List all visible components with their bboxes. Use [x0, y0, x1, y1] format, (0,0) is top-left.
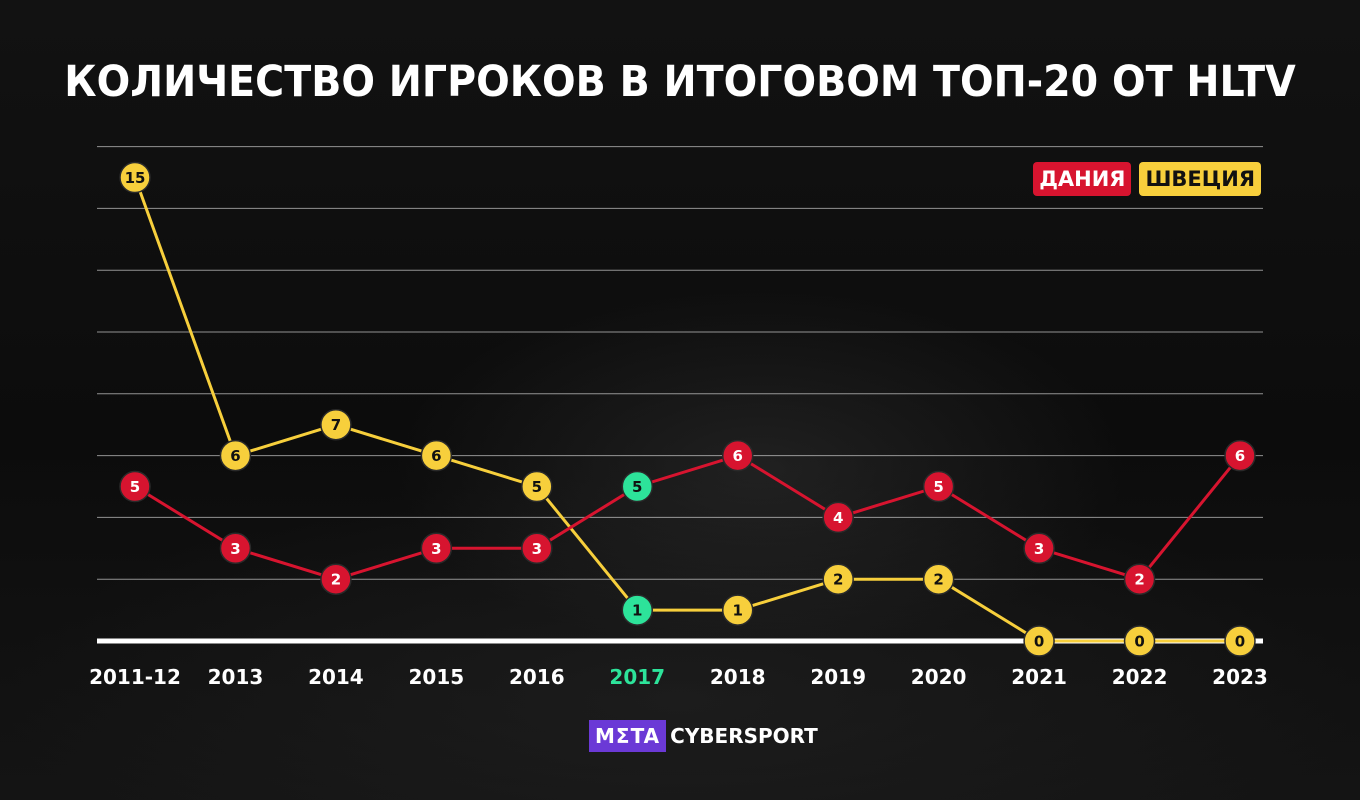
brand-logo: MΣTA CYBERSPORT — [589, 720, 818, 752]
point-value-label: 2 — [331, 571, 341, 589]
point-marker — [320, 408, 352, 441]
point-marker — [420, 532, 453, 565]
data-point: 7 — [320, 408, 352, 441]
grid-lines — [97, 146, 1263, 644]
point-marker — [822, 563, 854, 595]
data-point: 3 — [1023, 532, 1055, 565]
x-tick-label: 2017 — [609, 665, 665, 689]
point-value-label: 0 — [1235, 633, 1245, 651]
x-tick-label: 2023 — [1212, 665, 1268, 689]
x-tick-label: 2021 — [1011, 665, 1067, 689]
point-marker — [621, 594, 654, 626]
data-point: 5 — [521, 470, 553, 503]
cybersport-wordmark: CYBERSPORT — [670, 724, 818, 748]
point-marker — [721, 594, 754, 626]
data-point: 0 — [1023, 625, 1055, 657]
data-point: 5 — [119, 470, 151, 503]
x-tick-label: 2022 — [1112, 665, 1168, 689]
data-point: 6 — [721, 439, 754, 472]
point-marker — [922, 563, 955, 595]
point-value-label: 7 — [331, 416, 341, 434]
data-point: 5 — [922, 470, 955, 503]
x-tick-label: 2013 — [208, 665, 264, 689]
data-point: 1 — [721, 594, 754, 626]
point-value-label: 6 — [1235, 447, 1245, 465]
legend: ДАНИЯ ШВЕЦИЯ — [1033, 162, 1261, 196]
point-value-label: 1 — [733, 602, 743, 620]
point-marker — [922, 470, 955, 503]
point-value-label: 0 — [1034, 633, 1044, 651]
page-title: КОЛИЧЕСТВО ИГРОКОВ В ИТОГОВОМ ТОП-20 ОТ … — [64, 57, 1296, 107]
point-marker — [119, 470, 151, 503]
data-point: 3 — [219, 532, 252, 565]
point-value-label: 3 — [532, 540, 542, 558]
point-value-label: 3 — [230, 540, 240, 558]
data-point: 15 — [119, 161, 151, 194]
x-tick-label: 2014 — [308, 665, 364, 689]
point-value-label: 3 — [1034, 540, 1044, 558]
point-marker — [521, 532, 553, 565]
point-value-label: 2 — [933, 571, 943, 589]
data-point: 5 — [621, 470, 654, 503]
data-point: 4 — [822, 501, 854, 534]
x-tick-label: 2019 — [810, 665, 866, 689]
series-line — [133, 176, 1240, 643]
point-value-label: 5 — [532, 478, 542, 496]
data-point: 2 — [320, 563, 352, 595]
point-value-label: 0 — [1134, 633, 1144, 651]
point-marker — [1224, 625, 1256, 657]
point-value-label: 6 — [230, 447, 240, 465]
legend-sweden: ШВЕЦИЯ — [1139, 162, 1261, 196]
point-marker — [621, 470, 654, 503]
point-marker — [219, 439, 252, 472]
point-value-label: 5 — [933, 478, 943, 496]
data-point: 0 — [1123, 625, 1156, 657]
point-marker — [219, 532, 252, 565]
data-point: 2 — [922, 563, 955, 595]
point-value-label: 5 — [130, 478, 140, 496]
data-point: 3 — [420, 532, 453, 565]
data-point: 6 — [420, 439, 453, 472]
point-value-label: 15 — [125, 169, 146, 187]
point-marker — [721, 439, 754, 472]
x-tick-label: 2018 — [710, 665, 766, 689]
point-marker — [1224, 439, 1256, 472]
meta-logo: MΣTA — [589, 720, 667, 752]
point-value-label: 5 — [632, 478, 642, 496]
point-marker — [1023, 625, 1055, 657]
point-value-label: 6 — [733, 447, 743, 465]
series-lines — [133, 176, 1242, 643]
point-marker — [822, 501, 854, 534]
series-line — [134, 454, 1242, 581]
point-value-label: 3 — [431, 540, 441, 558]
point-value-label: 2 — [1134, 571, 1144, 589]
point-marker — [1123, 625, 1156, 657]
point-marker — [119, 161, 151, 194]
data-point: 2 — [1123, 563, 1156, 595]
point-value-label: 2 — [833, 571, 843, 589]
data-point: 2 — [822, 563, 854, 595]
x-tick-label: 2015 — [409, 665, 465, 689]
point-value-label: 1 — [632, 602, 642, 620]
data-point: 1 — [621, 594, 654, 626]
point-marker — [420, 439, 453, 472]
data-points: 5 3 2 3 3 5 6 4 5 3 2 6 15 6 7 6 5 1 1 2 2 0 0 0 — [119, 161, 1256, 657]
point-value-label: 6 — [431, 447, 441, 465]
point-value-label: 4 — [833, 509, 843, 527]
data-point: 6 — [219, 439, 252, 472]
point-marker — [521, 470, 553, 503]
point-marker — [1023, 532, 1055, 565]
data-point: 6 — [1224, 439, 1256, 472]
point-marker — [320, 563, 352, 595]
x-axis-labels: 2011-12 2013 2014 2015 2016 2017 2018 2019 2020 2… — [89, 665, 1268, 689]
data-point: 3 — [521, 532, 553, 565]
data-point: 0 — [1224, 625, 1256, 657]
point-marker — [1123, 563, 1156, 595]
x-tick-label: 2016 — [509, 665, 565, 689]
x-tick-label: 2020 — [911, 665, 967, 689]
x-tick-label: 2011-12 — [89, 665, 181, 689]
legend-denmark: ДАНИЯ — [1033, 162, 1132, 196]
